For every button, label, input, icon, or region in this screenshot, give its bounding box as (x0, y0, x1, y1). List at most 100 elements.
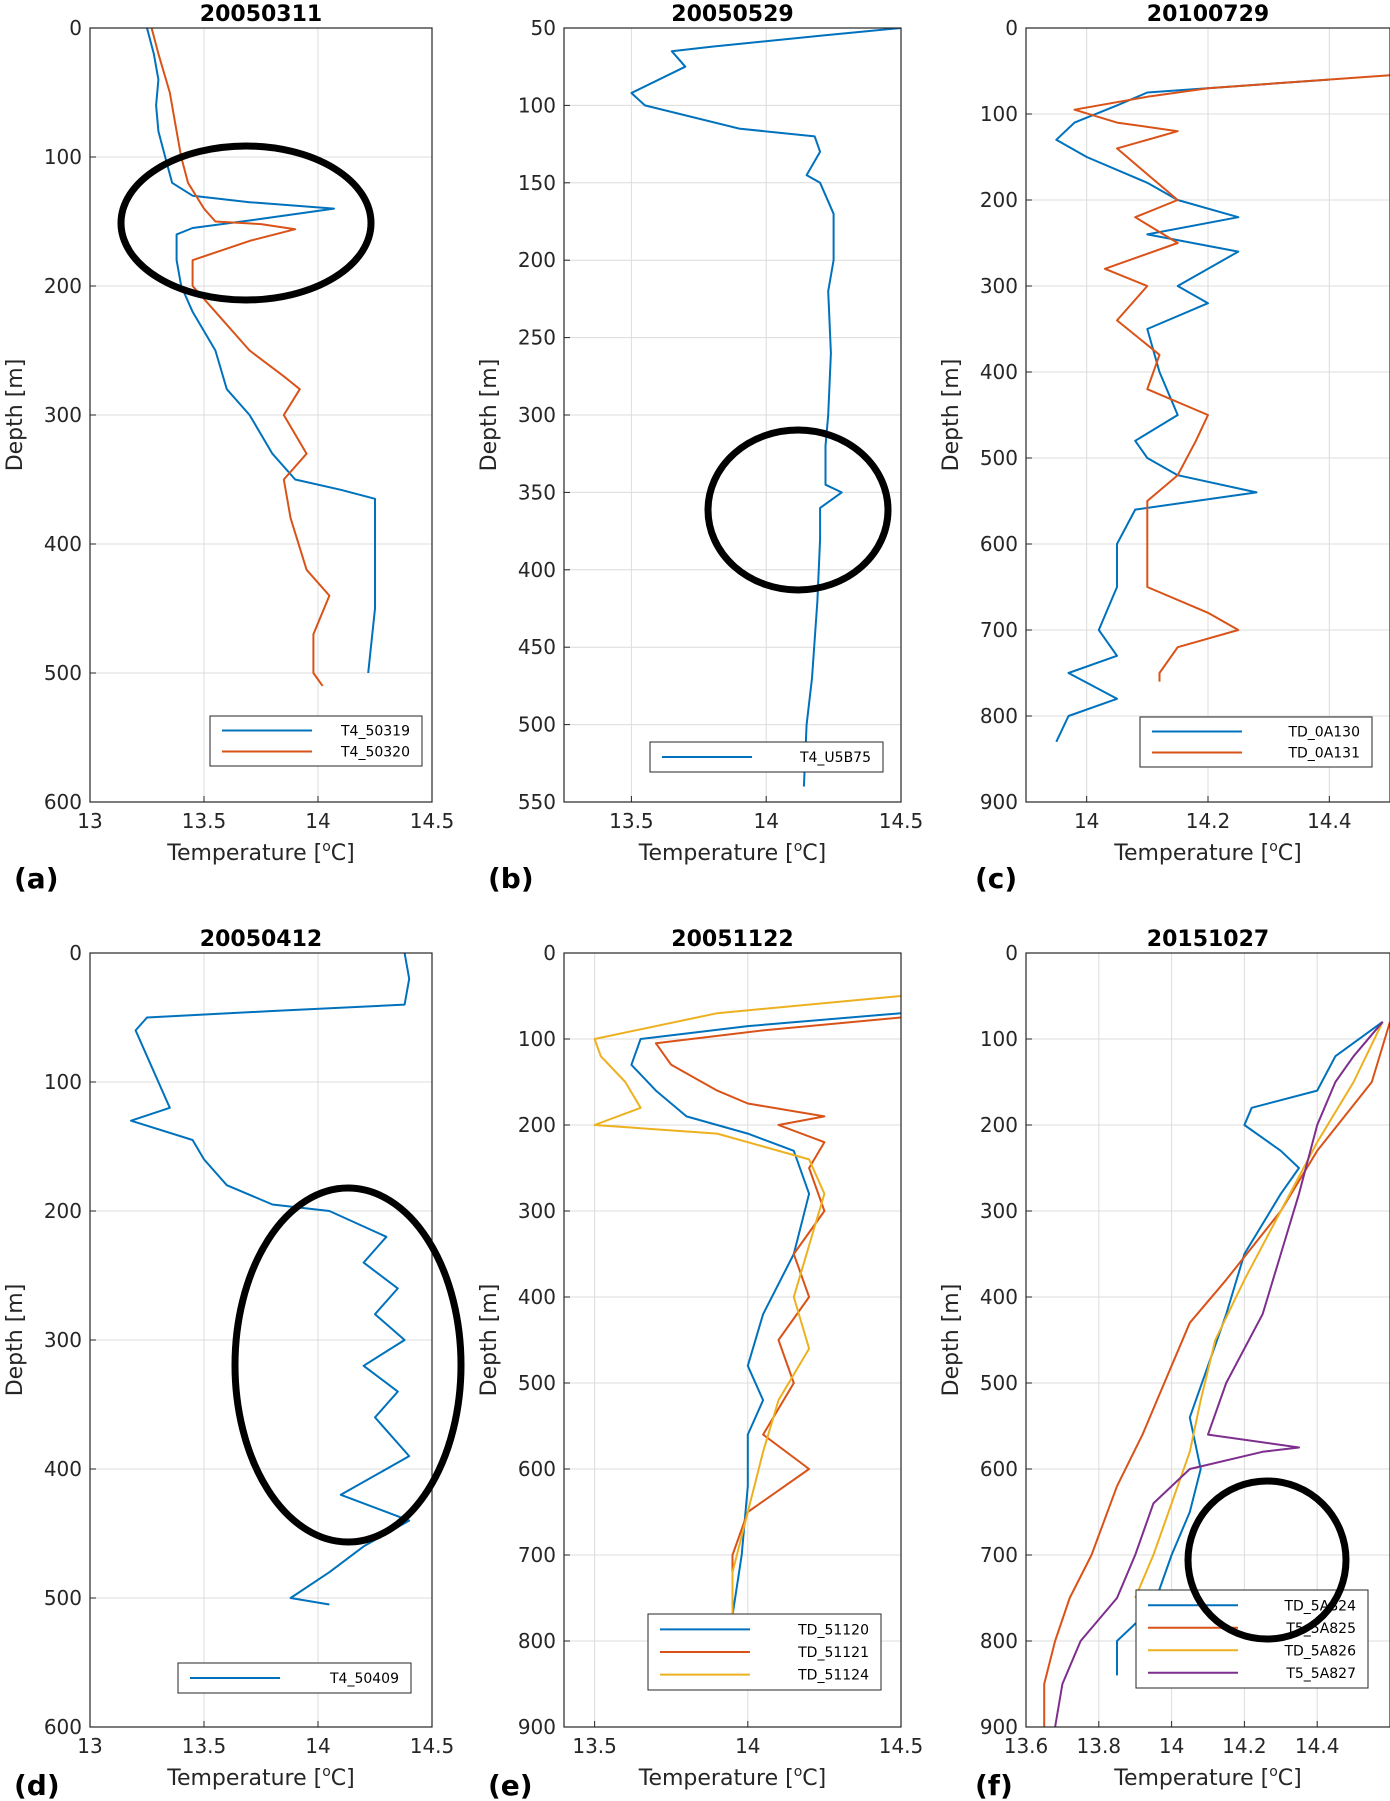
panel-label: (e) (488, 1769, 533, 1801)
chart-panel-3: 14 14.2 14.4 0 100 200 300 400 500 600 700 800 900 20… (939, 2, 1390, 895)
x-axis-label-unit: C] (331, 841, 355, 866)
series-line-TD_51120 (630, 1012, 901, 1616)
x-axis-label-text: Temperature [ (638, 1766, 794, 1791)
series-line-TD_5A826 (1134, 1021, 1384, 1599)
series-line-T4_50409 (130, 953, 411, 1606)
chart-panel-5: 13.5 14 14.5 0 100 200 300 400 500 600 700 800 900 20… (477, 927, 923, 1801)
x-axis-label-text: Temperature [ (166, 841, 322, 866)
y-tick-label: 900 (518, 1715, 556, 1739)
x-axis-label: Temperature [oC] (1113, 839, 1301, 866)
x-tick-label: 13.8 (1077, 1734, 1122, 1758)
highlight-ellipse (704, 426, 892, 594)
x-tick-label: 13.5 (572, 1734, 617, 1758)
chart-title: 20151027 (1147, 927, 1269, 952)
y-tick-label: 200 (980, 188, 1018, 212)
y-tick-label: 300 (980, 274, 1018, 298)
y-tick-label: 200 (980, 1113, 1018, 1137)
y-tick-label: 600 (44, 1715, 82, 1739)
y-axis-label: Depth [m] (3, 1284, 28, 1397)
x-tick-label: 14.5 (879, 809, 924, 833)
x-axis-label-text: Temperature [ (1113, 841, 1269, 866)
x-axis-label: Temperature [oC] (1113, 1764, 1301, 1791)
legend-entry: T4_50319 (340, 724, 410, 740)
y-axis-label: Depth [m] (939, 1284, 964, 1397)
x-axis-label-superscript: o (322, 1764, 331, 1780)
x-axis-label-superscript: o (322, 839, 331, 855)
y-tick-label: 300 (518, 1199, 556, 1223)
x-axis-label: Temperature [oC] (638, 839, 826, 866)
legend-entry: TD_51120 (797, 1622, 869, 1638)
x-tick-label: 13 (77, 809, 102, 833)
x-tick-label: 13.5 (609, 809, 654, 833)
axes-frame (563, 952, 902, 1728)
x-axis-label: Temperature [oC] (166, 839, 354, 866)
x-tick-label: 14.5 (879, 1734, 924, 1758)
y-tick-label: 300 (44, 1328, 82, 1352)
y-tick-label: 0 (1005, 941, 1018, 965)
x-tick-label: 14 (1074, 809, 1099, 833)
y-tick-label: 400 (518, 558, 556, 582)
x-axis-label-unit: C] (802, 1766, 826, 1791)
chart-panel-1: 13 13.5 14 14.5 0 100 200 300 400 500 600 20050311 T… (3, 2, 454, 895)
y-tick-label: 400 (44, 532, 82, 556)
panel-label: (b) (488, 862, 534, 895)
highlight-ellipse (117, 142, 375, 304)
chart-title: 20050311 (200, 2, 322, 27)
x-tick-label: 14.4 (1307, 809, 1352, 833)
series-line-T5_5A825 (1043, 1021, 1390, 1727)
legend-entry: TD_5A826 (1283, 1643, 1356, 1659)
y-tick-label: 300 (980, 1199, 1018, 1223)
x-tick-label: 14.4 (1295, 1734, 1340, 1758)
chart-panel-4: 13 13.5 14 14.5 0 100 200 300 400 500 600 20050412 T… (3, 927, 465, 1801)
y-tick-label: 500 (44, 661, 82, 685)
chart-title: 20050529 (671, 2, 793, 27)
x-tick-label: 13.6 (1004, 1734, 1049, 1758)
series-line-TD_0A130 (1055, 78, 1330, 743)
x-axis-label-superscript: o (794, 839, 803, 855)
x-axis-label-text: Temperature [ (638, 841, 794, 866)
y-tick-label: 200 (44, 274, 82, 298)
x-tick-label: 14.2 (1186, 809, 1231, 833)
x-axis-label-superscript: o (1269, 1764, 1278, 1780)
y-axis-label: Depth [m] (3, 359, 28, 472)
panel-label: (a) (14, 862, 59, 895)
y-tick-label: 100 (44, 145, 82, 169)
y-axis-label: Depth [m] (477, 1284, 502, 1397)
x-axis-label: Temperature [oC] (166, 1764, 354, 1791)
legend-box (209, 715, 423, 767)
chart-panel-6: 13.6 13.8 14 14.2 14.4 0 100 200 300 400 500 600 700… (939, 927, 1390, 1801)
y-tick-label: 200 (518, 1113, 556, 1137)
y-tick-label: 100 (980, 102, 1018, 126)
chart-title: 20050412 (200, 927, 322, 952)
y-tick-label: 600 (518, 1457, 556, 1481)
y-tick-label: 900 (980, 790, 1018, 814)
y-tick-label: 400 (980, 360, 1018, 384)
panel-label: (c) (975, 862, 1017, 895)
y-axis-label: Depth [m] (477, 359, 502, 472)
series-line-TD_0A131 (1073, 74, 1390, 682)
x-tick-label: 13.5 (182, 809, 227, 833)
highlight-ellipse (1184, 1477, 1350, 1643)
chart-title: 20100729 (1147, 2, 1269, 27)
legend-entry: TD_0A131 (1287, 746, 1360, 762)
panel-label: (f) (975, 1769, 1013, 1801)
y-tick-label: 400 (518, 1285, 556, 1309)
legend-entry: TD_51124 (797, 1668, 869, 1684)
x-tick-label: 14 (305, 809, 330, 833)
y-tick-label: 500 (518, 713, 556, 737)
legend-entry: TD_51121 (797, 1645, 869, 1661)
y-tick-label: 100 (518, 1027, 556, 1051)
y-tick-label: 100 (518, 93, 556, 117)
y-tick-label: 50 (531, 16, 556, 40)
y-axis-label: Depth [m] (939, 359, 964, 472)
legend-box (1139, 716, 1373, 768)
y-tick-label: 0 (1005, 16, 1018, 40)
legend-entry: TD_0A130 (1287, 725, 1360, 741)
legend-entry: TD_5A824 (1283, 1598, 1356, 1614)
x-axis-label-unit: C] (1278, 1766, 1302, 1791)
legend: T4_50319 T4_50320 (209, 715, 423, 767)
y-tick-label: 0 (543, 941, 556, 965)
y-tick-label: 300 (518, 403, 556, 427)
y-tick-label: 250 (518, 326, 556, 350)
